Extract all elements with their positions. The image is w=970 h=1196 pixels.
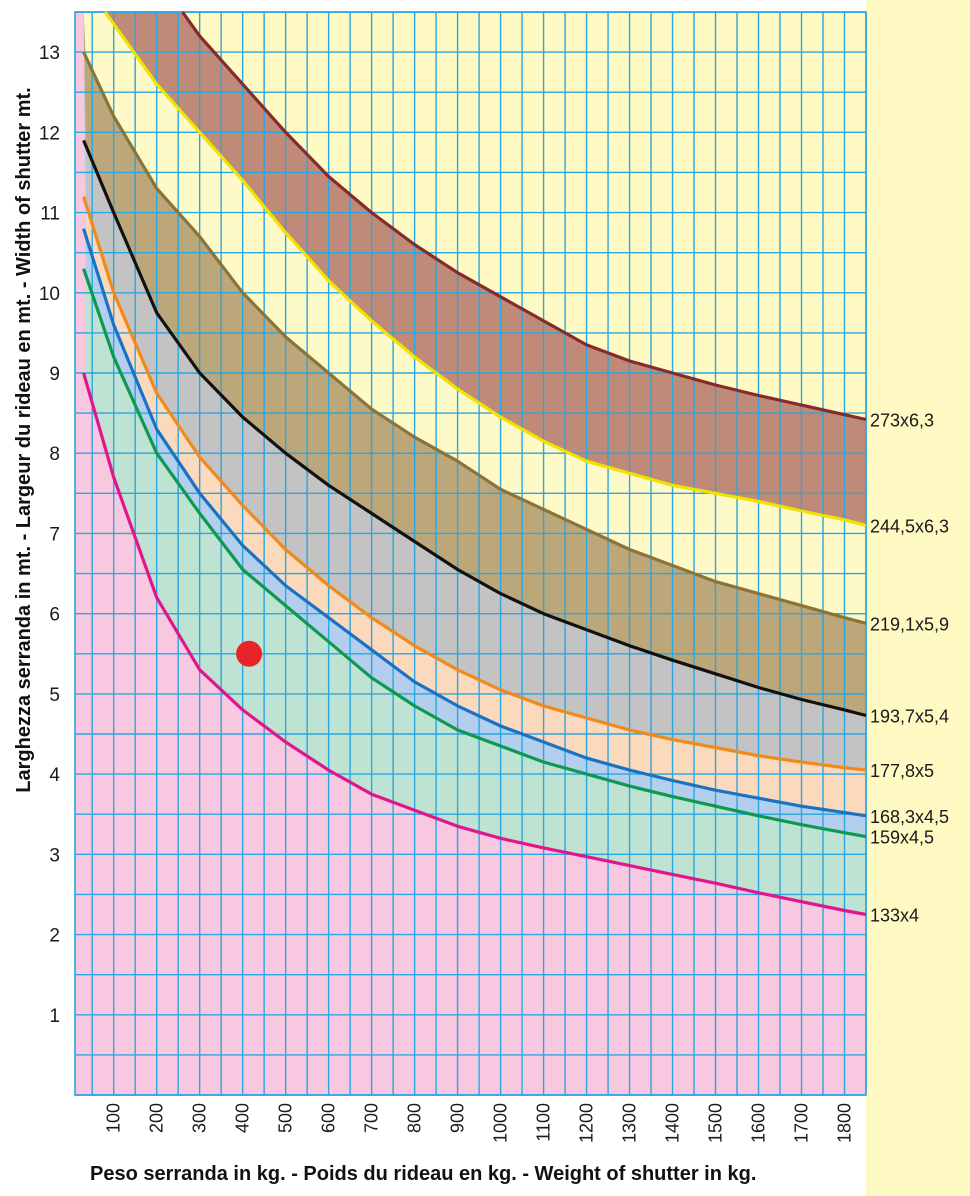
series-line-177,8x5 (82, 196, 867, 772)
x-tick-label: 1000 (491, 1103, 511, 1143)
y-tick-label: 5 (49, 685, 60, 706)
series-line-133x4 (82, 372, 867, 917)
y-tick-label: 11 (40, 204, 60, 225)
y-tick-label: 1 (49, 1006, 60, 1027)
x-tick-label: 100 (104, 1103, 124, 1133)
curve-label: 133x4 (870, 906, 919, 926)
y-tick-label: 7 (49, 524, 60, 545)
x-tick-label: 1800 (835, 1103, 855, 1143)
x-tick-label: 1200 (577, 1103, 597, 1143)
series-line-168,3x4,5 (82, 228, 867, 818)
series-lines (82, 11, 867, 917)
curve-label: 273x6,3 (870, 411, 934, 431)
plot-border (74, 11, 867, 1096)
series-line-219,1x5,9 (82, 51, 867, 625)
fill-above-273x6,3 (182, 12, 866, 420)
series-line-193,7x5,4 (82, 139, 867, 718)
area-fills (75, 12, 867, 1095)
right-side-band (866, 0, 970, 1196)
annotations (236, 640, 263, 667)
x-tick-label: 900 (448, 1103, 468, 1133)
y-tick-label: 12 (39, 123, 60, 144)
x-tick-label: 500 (276, 1103, 296, 1133)
curve-label: 168,3x4,5 (870, 807, 949, 827)
curve-label: 219,1x5,9 (870, 614, 949, 634)
y-axis-title: Larghezza serranda in mt. - Largeur du r… (13, 87, 35, 792)
grid-lines (74, 11, 867, 1096)
x-tick-label: 1100 (534, 1103, 554, 1142)
y-tick-label: 9 (49, 364, 60, 385)
y-tick-label: 2 (49, 926, 60, 947)
y-tick-label: 6 (49, 605, 60, 626)
x-tick-label: 800 (405, 1103, 425, 1133)
y-tick-label: 3 (49, 845, 60, 866)
y-tick-label: 13 (39, 43, 60, 64)
highlight-point (236, 640, 263, 667)
x-tick-label: 700 (362, 1103, 382, 1133)
x-tick-label: 1400 (663, 1103, 683, 1143)
curve-label: 193,7x5,4 (870, 707, 949, 727)
x-tick-label: 1600 (749, 1103, 769, 1143)
curve-label: 177,8x5 (870, 761, 934, 781)
series-line-273x6,3 (181, 11, 867, 422)
x-tick-label: 300 (190, 1103, 210, 1133)
curve-label: 159x4,5 (870, 828, 934, 848)
curve-label: 244,5x6,3 (870, 516, 949, 536)
series-line-244,5x6,3 (103, 11, 867, 527)
x-tick-label: 1700 (792, 1103, 812, 1143)
x-tick-label: 400 (233, 1103, 253, 1133)
x-axis-ticks: 100 200 300 400 500 600 700 800 900 1000 1100 1200 1… (104, 1103, 855, 1143)
x-tick-label: 1500 (706, 1103, 726, 1143)
x-tick-label: 1300 (620, 1103, 640, 1143)
x-tick-label: 200 (147, 1103, 167, 1133)
y-tick-label: 4 (49, 765, 60, 786)
y-tick-label: 8 (49, 444, 60, 465)
x-tick-label: 600 (319, 1103, 339, 1133)
x-axis-title: Peso serranda in kg. - Poids du rideau e… (90, 1163, 756, 1185)
series-line-159x4,5 (82, 268, 867, 839)
y-tick-label: 10 (39, 284, 60, 305)
